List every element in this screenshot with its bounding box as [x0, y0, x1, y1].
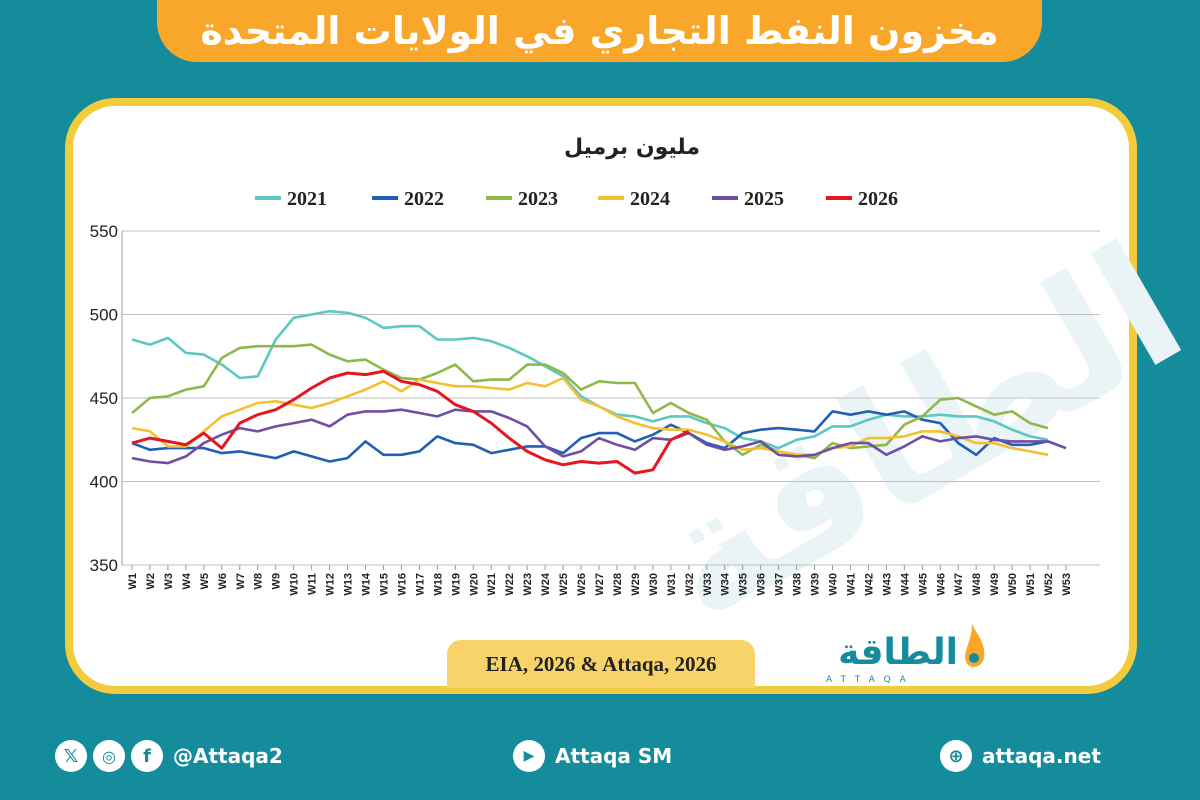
series-line-2022 [131, 410, 1049, 463]
x-tick-label: W47 [953, 573, 965, 596]
facebook-icon[interactable]: f [131, 740, 163, 772]
legend-label-2022: 2022 [404, 188, 444, 210]
series-line-2021 [131, 309, 1049, 450]
x-tick-label: W7 [235, 573, 247, 590]
x-tick-label: W53 [1061, 573, 1073, 596]
x-tick-label: W3 [163, 573, 175, 590]
x-tick-label: W2 [145, 573, 157, 590]
x-tick-label: W20 [468, 573, 480, 596]
legend-label-2026: 2026 [858, 188, 898, 210]
x-tick-label: W35 [738, 573, 750, 596]
x-tick-label: W49 [989, 573, 1001, 596]
website-link: ⊕ attaqa.net [940, 733, 1101, 779]
x-tick-label: W48 [971, 573, 983, 596]
x-tick-label: W9 [271, 573, 283, 590]
x-tick-label: W11 [307, 573, 319, 595]
x-tick-label: W43 [881, 573, 893, 596]
title-banner: مخزون النفط التجاري في الولايات المتحدة [157, 0, 1042, 62]
x-tick-label: W18 [432, 573, 444, 596]
x-tick-label: W46 [935, 573, 947, 596]
legend-label-2025: 2025 [744, 188, 784, 210]
x-tick-label: W32 [684, 573, 696, 596]
y-tick-label: 400 [90, 473, 118, 492]
x-tick-label: W38 [792, 573, 804, 596]
legend-label-2021: 2021 [287, 188, 327, 210]
x-tick-label: W34 [720, 572, 732, 596]
logo-subtext: ATTAQA [826, 675, 915, 685]
gridlines [122, 230, 1100, 566]
youtube-link: ▶ Attaqa SM [513, 733, 672, 779]
series-line-2025 [131, 408, 1067, 465]
x-tick-label: W27 [594, 573, 606, 596]
chart-title: مليون برميل [564, 135, 700, 160]
legend-label-2024: 2024 [630, 188, 670, 210]
x-tick-label: W25 [558, 573, 570, 596]
x-tick-label: W10 [289, 573, 301, 596]
youtube-handle[interactable]: Attaqa SM [555, 744, 673, 768]
instagram-icon[interactable]: ◎ [93, 740, 125, 772]
x-tick-label: W15 [378, 573, 390, 596]
social-links: 𝕏 ◎ f @Attaqa2 [55, 733, 283, 779]
x-tick-label: W4 [181, 572, 193, 589]
x-tick-label: W45 [917, 573, 929, 596]
globe-icon[interactable]: ⊕ [940, 740, 972, 772]
x-tick-label: W40 [828, 573, 840, 596]
y-tick-label: 450 [90, 389, 118, 408]
x-tick-label: W30 [648, 573, 660, 596]
x-axis: W1 W2 W3 W4 W5 W6 W7 W8 W9 W10 W11 W12 W13 W14 W15 W16 W… [127, 565, 1073, 596]
series-line-2026 [131, 369, 690, 475]
x-tick-label: W36 [756, 573, 768, 596]
y-tick-label: 550 [90, 222, 118, 241]
x-tick-label: W5 [199, 573, 211, 590]
x-tick-label: W19 [450, 573, 462, 596]
legend: 2021 2022 2023 2024 2025 2026 [255, 188, 898, 210]
x-tick-label: W17 [414, 573, 426, 596]
x-tick-label: W21 [486, 573, 498, 596]
x-tick-label: W33 [702, 573, 714, 596]
x-tick-label: W50 [1007, 573, 1019, 596]
x-tick-label: W8 [253, 573, 265, 590]
x-tick-label: W29 [630, 573, 642, 596]
source-label: EIA, 2026 & Attaqa, 2026 [447, 640, 755, 688]
website-url[interactable]: attaqa.net [982, 744, 1101, 768]
x-tick-label: W6 [217, 573, 229, 590]
logo-text: الطاقة [838, 632, 958, 673]
x-tick-label: W31 [666, 573, 678, 596]
y-tick-label: 500 [90, 306, 118, 325]
x-tick-label: W39 [810, 573, 822, 596]
x-tick-label: W52 [1043, 573, 1055, 596]
x-tick-label: W28 [612, 573, 624, 596]
social-handle[interactable]: @Attaqa2 [173, 744, 283, 768]
x-tick-label: W22 [504, 573, 516, 596]
youtube-icon[interactable]: ▶ [513, 740, 545, 772]
x-tick-label: W26 [576, 573, 588, 596]
page-title: مخزون النفط التجاري في الولايات المتحدة [200, 9, 999, 53]
x-icon[interactable]: 𝕏 [55, 740, 87, 772]
x-tick-label: W51 [1025, 573, 1037, 596]
y-tick-label: 350 [90, 556, 118, 575]
x-tick-label: W14 [361, 572, 373, 596]
x-tick-label: W1 [127, 573, 139, 590]
x-tick-label: W12 [325, 573, 337, 596]
x-tick-label: W16 [396, 573, 408, 596]
attaqa-logo: الطاقة ATTAQA [826, 624, 985, 685]
series-lines [131, 309, 1067, 475]
drop-dot-icon [969, 653, 979, 663]
x-tick-label: W44 [899, 572, 911, 596]
x-tick-label: W24 [540, 572, 552, 596]
x-tick-label: W41 [845, 573, 857, 596]
x-tick-label: W37 [774, 573, 786, 596]
legend-label-2023: 2023 [518, 188, 558, 210]
x-tick-label: W13 [343, 573, 355, 596]
x-tick-label: W23 [522, 573, 534, 596]
series-line-2023 [131, 343, 1049, 460]
y-axis: 350 400 450 500 550 [90, 222, 123, 575]
x-tick-label: W42 [863, 573, 875, 596]
